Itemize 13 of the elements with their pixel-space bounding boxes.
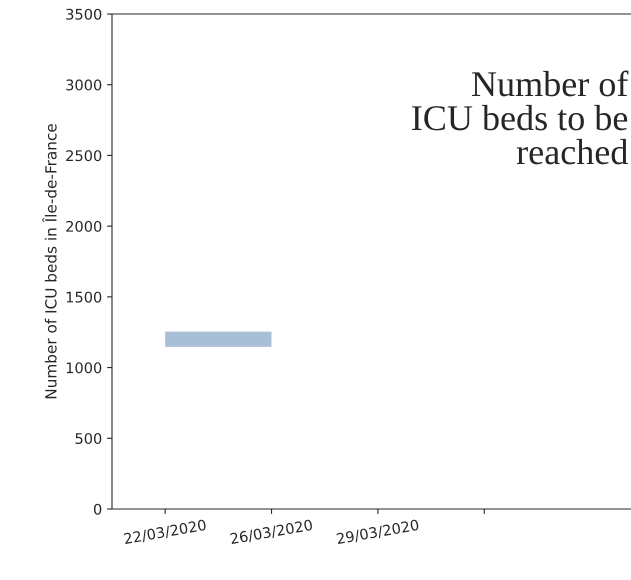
y-tick-label: 3000	[66, 79, 102, 90]
y-tick-label: 2000	[66, 220, 102, 232]
y-axis-title: Number of ICU beds in Île-de-France	[42, 124, 57, 398]
y-tick-label: 1500	[66, 292, 102, 303]
x-tick-label: 29/03/2020	[336, 519, 420, 546]
x-tick-label: 22/03/2020	[124, 519, 207, 546]
y-tick-label: 3500	[66, 8, 102, 20]
y-tick-label: 0	[94, 504, 102, 515]
annotation: Number of ICU beds to be reached	[412, 70, 628, 164]
x-tick-label: 26/03/2020	[230, 519, 313, 546]
y-tick-label: 500	[76, 433, 102, 444]
y-tick-label: 2500	[66, 150, 102, 162]
y-tick-label: 1000	[66, 362, 102, 374]
